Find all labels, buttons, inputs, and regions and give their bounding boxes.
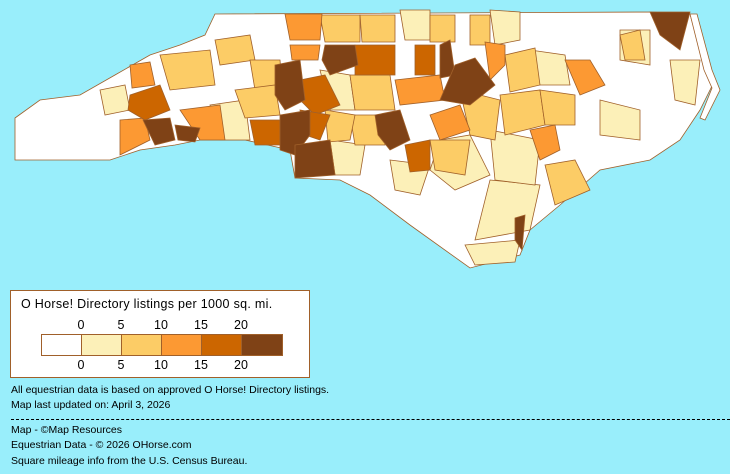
legend-tick-top: 0 bbox=[77, 318, 85, 332]
county-region bbox=[394, 74, 446, 106]
data-credit: Equestrian Data - © 2026 OHorse.com bbox=[11, 439, 192, 451]
legend-tick-top: 10 bbox=[154, 318, 168, 332]
legend-tick-bottom: 20 bbox=[234, 358, 248, 372]
county-region bbox=[429, 104, 471, 141]
outer-banks bbox=[689, 13, 721, 121]
county-region bbox=[464, 239, 521, 266]
county-region bbox=[349, 74, 396, 111]
county-region bbox=[414, 44, 436, 76]
county-region bbox=[399, 9, 431, 41]
county-region bbox=[319, 14, 361, 43]
county-region bbox=[564, 59, 606, 96]
county-region bbox=[599, 99, 641, 141]
county-region bbox=[214, 34, 256, 66]
legend-tick-bottom: 5 bbox=[117, 358, 125, 372]
north-carolina-county-map bbox=[14, 9, 721, 269]
legend-swatch bbox=[242, 335, 282, 355]
legend-swatch bbox=[42, 335, 82, 355]
county-region bbox=[429, 139, 471, 176]
county-region bbox=[489, 9, 521, 46]
county-region bbox=[484, 41, 506, 81]
legend-tick-top: 15 bbox=[194, 318, 208, 332]
legend-swatch bbox=[162, 335, 202, 355]
legend-tick-top: 20 bbox=[234, 318, 248, 332]
legend-swatch bbox=[122, 335, 162, 355]
county-region bbox=[539, 89, 576, 126]
county-region bbox=[649, 11, 691, 51]
county-region bbox=[669, 59, 701, 106]
divider bbox=[11, 419, 730, 420]
county-region bbox=[404, 139, 431, 173]
county-region bbox=[284, 13, 323, 41]
county-region bbox=[294, 139, 336, 179]
county-region bbox=[127, 84, 171, 121]
county-region bbox=[142, 117, 176, 146]
legend-tick-bottom: 0 bbox=[77, 358, 85, 372]
county-region bbox=[374, 109, 411, 151]
county-region bbox=[429, 14, 456, 43]
county-region bbox=[321, 44, 359, 76]
county-region bbox=[544, 159, 591, 206]
county-region bbox=[489, 129, 541, 186]
legend-title: O Horse! Directory listings per 1000 sq.… bbox=[21, 297, 273, 311]
county-region bbox=[274, 59, 306, 111]
county-region bbox=[159, 49, 216, 91]
county-region bbox=[529, 124, 561, 161]
data-basis-note: All equestrian data is based on approved… bbox=[11, 384, 330, 396]
county-region bbox=[129, 61, 156, 89]
updated-note: Map last updated on: April 3, 2026 bbox=[11, 399, 171, 411]
legend-tick-bottom: 15 bbox=[194, 358, 208, 372]
census-credit: Square mileage info from the U.S. Census… bbox=[11, 455, 248, 467]
county-region bbox=[504, 47, 541, 93]
county-region bbox=[119, 117, 151, 156]
county-region bbox=[469, 14, 491, 46]
map-credit: Map - ©Map Resources bbox=[11, 424, 123, 436]
legend-tick-top: 5 bbox=[117, 318, 125, 332]
county-region bbox=[354, 44, 396, 76]
county-region bbox=[324, 109, 356, 143]
county-region bbox=[99, 84, 131, 116]
legend-tick-bottom: 10 bbox=[154, 358, 168, 372]
county-region bbox=[174, 124, 201, 143]
county-region bbox=[249, 119, 281, 146]
county-region bbox=[514, 214, 526, 252]
legend: O Horse! Directory listings per 1000 sq.… bbox=[10, 290, 310, 378]
county-region bbox=[289, 44, 321, 61]
county-region bbox=[619, 29, 646, 61]
county-regions bbox=[99, 9, 701, 266]
legend-color-bar bbox=[41, 334, 283, 356]
legend-swatch bbox=[82, 335, 122, 355]
county-region bbox=[439, 57, 496, 106]
legend-swatch bbox=[202, 335, 242, 355]
county-region bbox=[359, 14, 396, 43]
